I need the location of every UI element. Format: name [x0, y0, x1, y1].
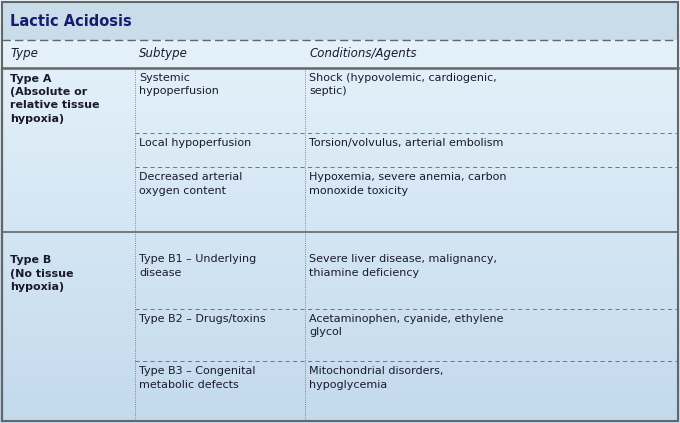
Text: Lactic Acidosis: Lactic Acidosis — [10, 14, 132, 28]
Text: Severe liver disease, malignancy,
thiamine deficiency: Severe liver disease, malignancy, thiami… — [309, 255, 497, 277]
Text: Decreased arterial
oxygen content: Decreased arterial oxygen content — [139, 173, 243, 195]
Text: Conditions/Agents: Conditions/Agents — [309, 47, 417, 60]
Text: Acetaminophen, cyanide, ethylene
glycol: Acetaminophen, cyanide, ethylene glycol — [309, 314, 504, 337]
Text: Type B2 – Drugs/toxins: Type B2 – Drugs/toxins — [139, 314, 266, 324]
Text: Mitochondrial disorders,
hypoglycemia: Mitochondrial disorders, hypoglycemia — [309, 366, 444, 390]
Text: Type: Type — [10, 47, 38, 60]
Text: Hypoxemia, severe anemia, carbon
monoxide toxicity: Hypoxemia, severe anemia, carbon monoxid… — [309, 173, 507, 195]
Text: Subtype: Subtype — [139, 47, 188, 60]
Text: Torsion/volvulus, arterial embolism: Torsion/volvulus, arterial embolism — [309, 137, 504, 148]
Bar — [2, 2, 678, 40]
Text: Type A
(Absolute or
relative tissue
hypoxia): Type A (Absolute or relative tissue hypo… — [10, 74, 100, 124]
Text: Type B1 – Underlying
disease: Type B1 – Underlying disease — [139, 255, 256, 277]
Text: Local hypoperfusion: Local hypoperfusion — [139, 137, 252, 148]
Text: Type B
(No tissue
hypoxia): Type B (No tissue hypoxia) — [10, 255, 73, 292]
Text: Systemic
hypoperfusion: Systemic hypoperfusion — [139, 73, 219, 96]
Text: Shock (hypovolemic, cardiogenic,
septic): Shock (hypovolemic, cardiogenic, septic) — [309, 73, 497, 96]
Text: Type B3 – Congenital
metabolic defects: Type B3 – Congenital metabolic defects — [139, 366, 256, 390]
